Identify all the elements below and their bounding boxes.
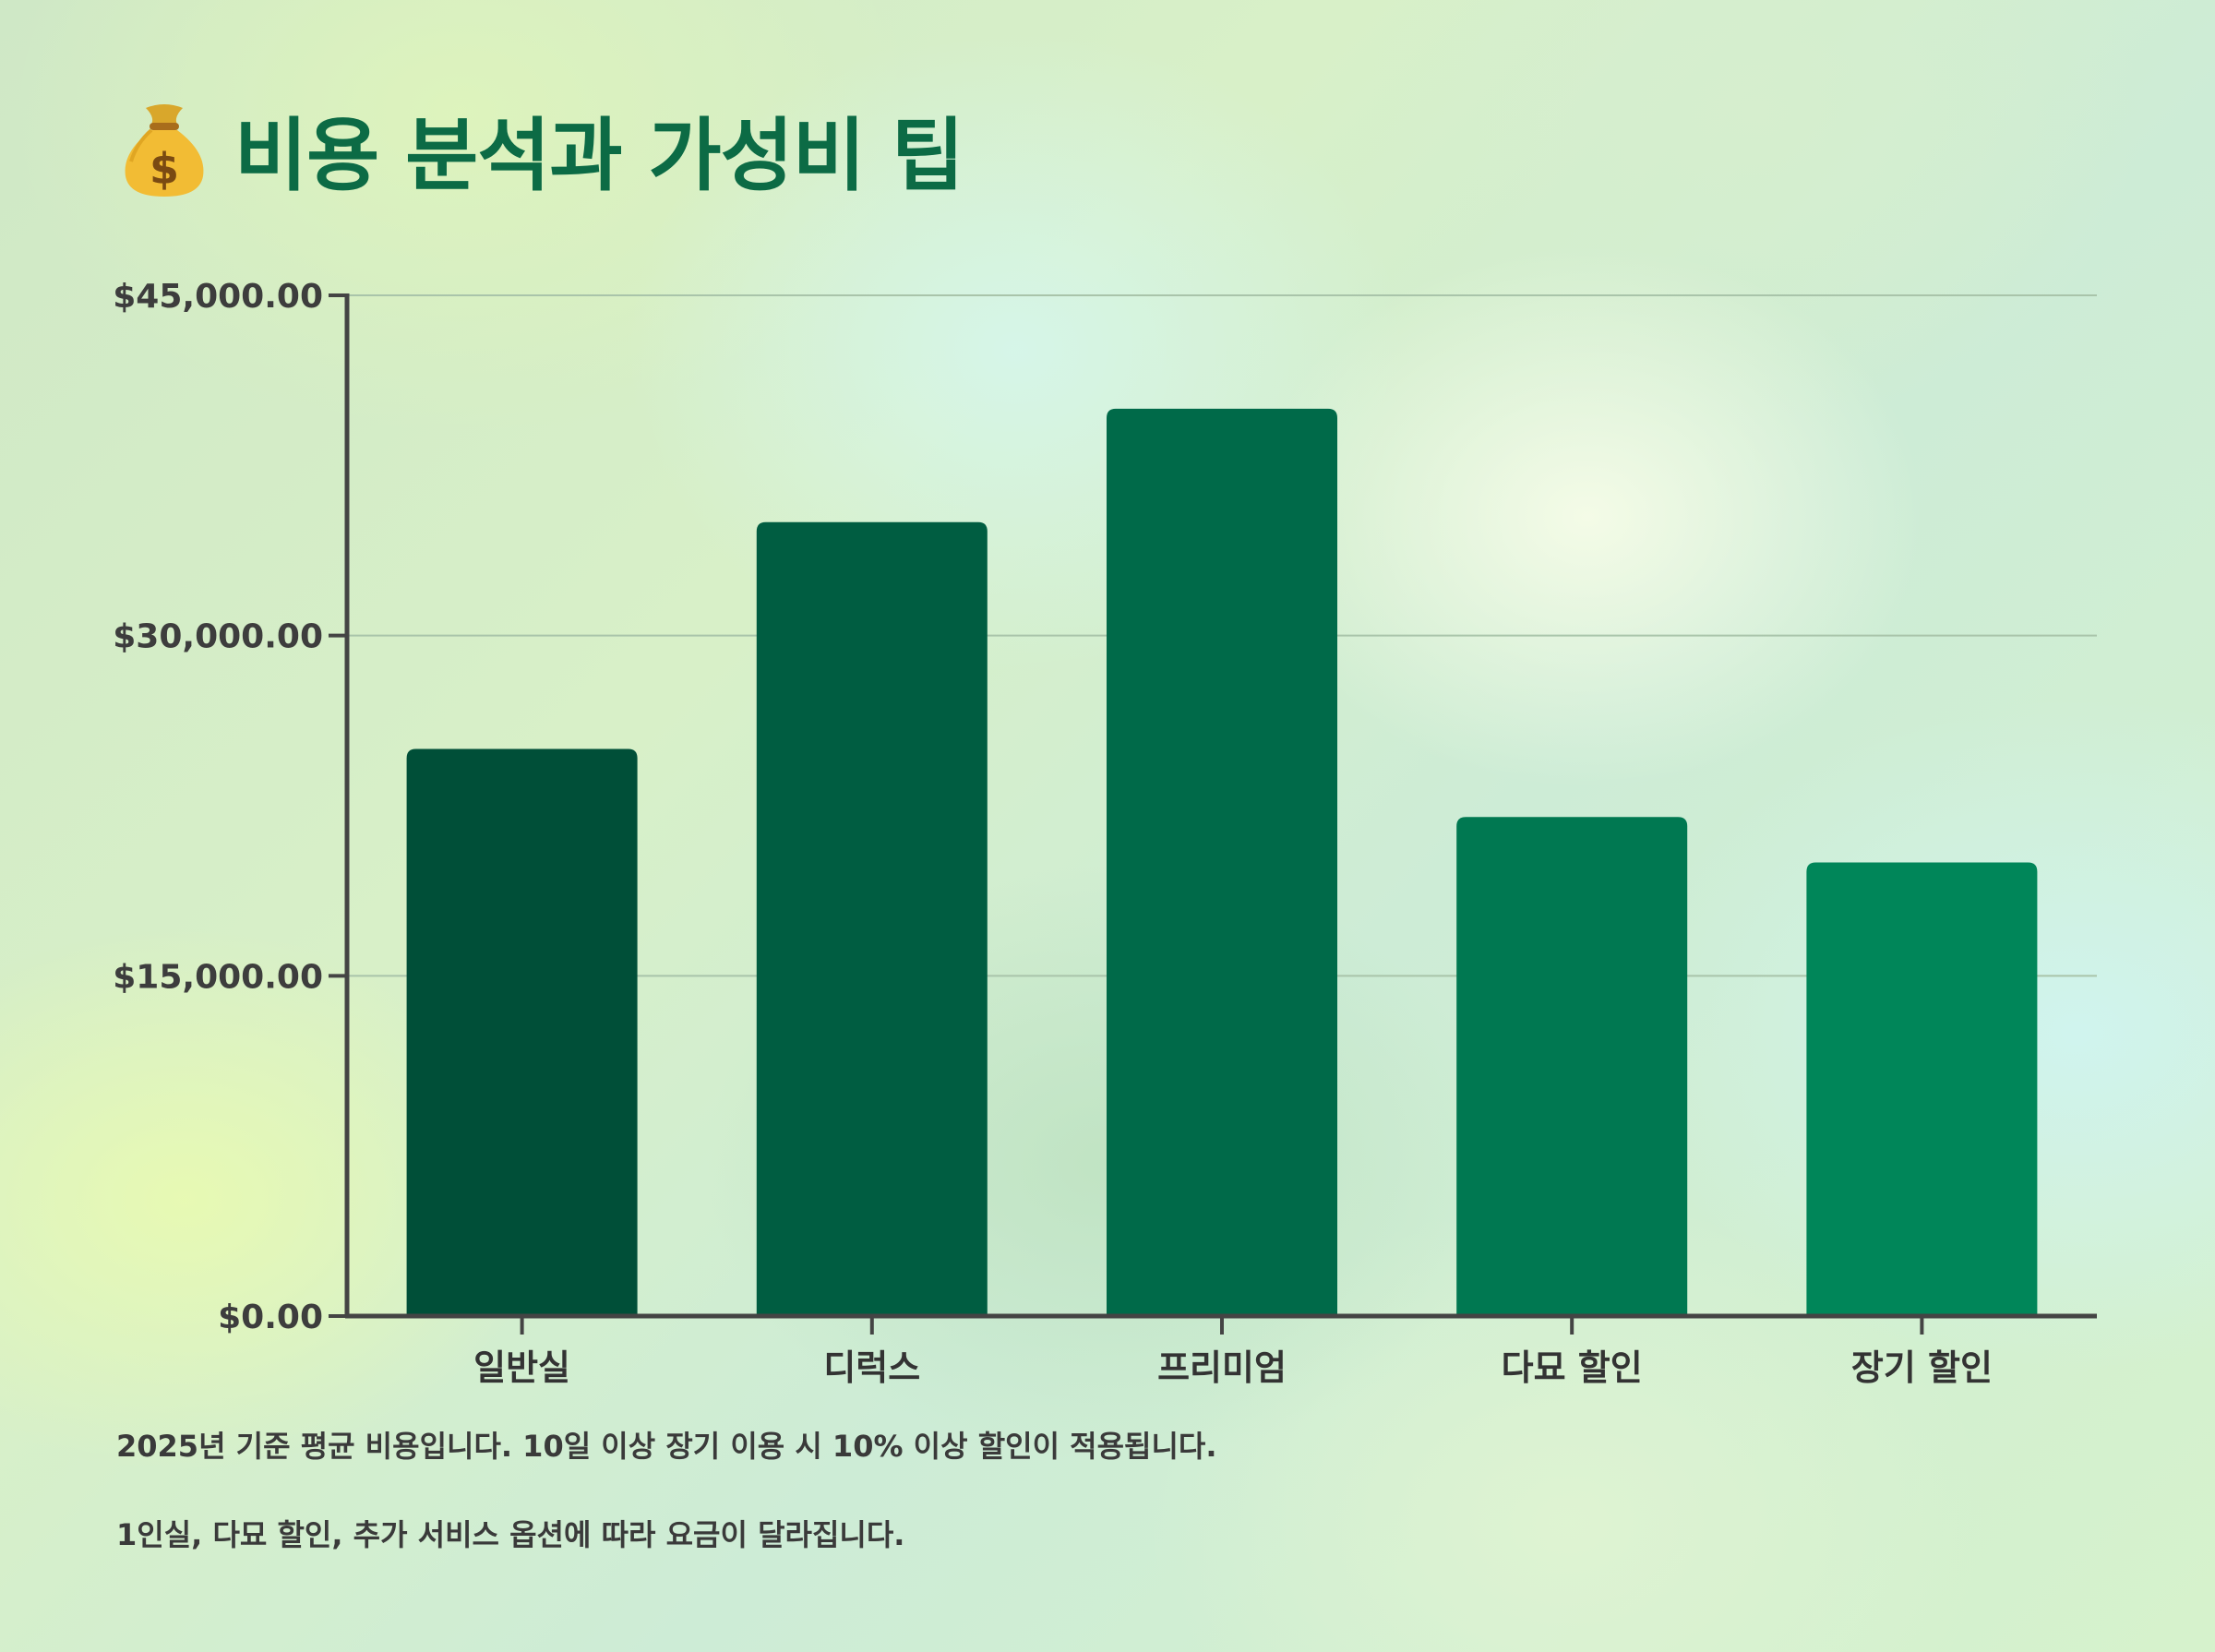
money-bag-icon: $ (125, 104, 204, 197)
x-tick-label: 장기 할인 (1851, 1347, 1993, 1388)
bar (756, 521, 988, 1316)
footnote-1: 2025년 기준 평균 비용입니다. 10일 이상 장기 이용 시 10% 이상… (116, 1429, 1217, 1464)
bar (1107, 408, 1337, 1316)
y-tick-label: $15,000.00 (113, 958, 323, 996)
chart-title: 비용 분석과 가성비 팁 (234, 109, 964, 202)
y-tick-label: $0.00 (218, 1299, 323, 1336)
x-tick-label: 다묘 할인 (1502, 1347, 1643, 1388)
svg-text:$: $ (150, 144, 179, 194)
page-title: $ 비용 분석과 가성비 팁 (118, 92, 964, 203)
y-tick-label: $30,000.00 (113, 618, 323, 656)
footnote-2: 1인실, 다묘 할인, 추가 서비스 옵션에 따라 요금이 달라집니다. (116, 1517, 905, 1552)
x-tick-label: 디럭스 (823, 1347, 920, 1388)
x-tick-label: 프리미엄 (1157, 1347, 1287, 1388)
bar (406, 748, 638, 1316)
bar (1806, 862, 2038, 1316)
bar (1456, 817, 1688, 1316)
x-tick-label: 일반실 (473, 1347, 570, 1388)
y-tick-label: $45,000.00 (113, 278, 323, 316)
